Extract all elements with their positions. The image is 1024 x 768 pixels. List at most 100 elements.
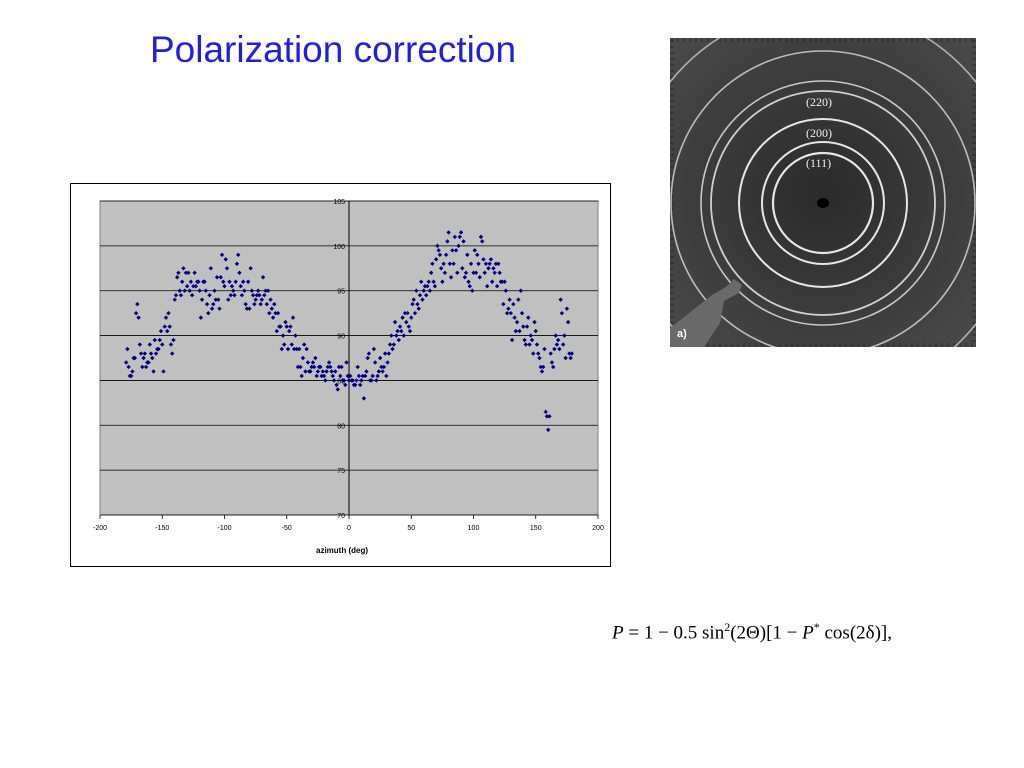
data-point xyxy=(437,252,443,258)
data-point xyxy=(142,351,148,356)
data-point xyxy=(192,270,197,275)
data-point xyxy=(319,373,324,379)
data-point xyxy=(375,373,380,379)
data-point xyxy=(379,364,384,370)
data-point xyxy=(355,364,360,370)
data-point xyxy=(212,288,217,293)
data-point xyxy=(396,337,401,343)
data-point xyxy=(537,355,542,361)
data-point xyxy=(335,387,340,392)
data-point xyxy=(173,293,179,298)
data-point xyxy=(304,346,309,352)
data-point xyxy=(300,355,306,361)
data-point xyxy=(331,378,337,383)
data-point xyxy=(401,333,406,338)
data-point xyxy=(177,288,182,293)
data-point xyxy=(299,373,304,379)
data-point xyxy=(146,360,151,365)
data-point xyxy=(243,301,248,307)
data-point xyxy=(353,382,358,388)
data-point xyxy=(420,297,425,302)
data-point xyxy=(252,301,257,307)
x-tick-label: 150 xyxy=(530,525,542,532)
data-point xyxy=(376,369,382,374)
data-point xyxy=(458,230,464,235)
formula-star: * xyxy=(813,620,820,634)
data-point xyxy=(441,261,446,266)
data-point xyxy=(297,346,302,352)
data-point xyxy=(377,355,383,361)
data-point xyxy=(558,297,563,302)
data-point xyxy=(328,364,333,370)
scatter-chart: 70 75 80 85 90 95 100 105 -200 -150 -100 -50 0 50 100… xyxy=(70,183,611,567)
data-point xyxy=(233,279,238,284)
x-tick-label: 100 xyxy=(468,525,480,532)
data-point xyxy=(179,279,185,284)
data-point xyxy=(239,293,245,298)
data-point xyxy=(303,369,308,374)
data-point xyxy=(197,288,202,293)
data-point xyxy=(183,270,189,275)
data-point xyxy=(240,279,246,284)
data-point xyxy=(305,360,311,365)
data-point xyxy=(507,297,512,302)
data-point xyxy=(415,301,420,307)
data-point xyxy=(273,310,278,316)
data-point xyxy=(178,293,184,298)
data-point xyxy=(391,342,397,347)
data-point xyxy=(399,328,404,334)
data-point xyxy=(481,257,486,262)
data-point xyxy=(499,279,505,284)
data-point xyxy=(341,378,347,383)
data-point xyxy=(333,369,338,374)
data-point xyxy=(295,364,301,370)
data-point xyxy=(442,270,448,275)
data-point xyxy=(488,257,494,262)
data-point xyxy=(563,355,568,361)
data-point xyxy=(496,261,501,266)
y-tick-label: 80 xyxy=(337,423,345,430)
data-point xyxy=(433,257,439,262)
ring-200 xyxy=(761,141,885,265)
data-point xyxy=(529,337,535,343)
ring-outer-1 xyxy=(710,90,936,316)
data-point xyxy=(387,342,393,347)
ring-label-111: (111) xyxy=(806,156,831,170)
data-point xyxy=(196,279,201,284)
formula-lhs: P xyxy=(612,622,624,644)
formula-part-b: (2Θ)[1 − xyxy=(730,622,803,644)
data-point xyxy=(346,378,352,383)
data-point xyxy=(272,301,277,307)
data-point xyxy=(411,297,416,302)
data-point xyxy=(163,315,169,320)
data-point xyxy=(227,279,232,284)
data-point xyxy=(428,270,434,275)
data-point xyxy=(280,333,286,338)
data-point xyxy=(475,252,480,258)
data-point xyxy=(354,378,359,383)
data-point xyxy=(470,288,475,293)
data-point xyxy=(380,369,385,374)
data-point xyxy=(289,342,294,347)
data-point xyxy=(419,279,424,284)
ring-label-220: (220) xyxy=(806,95,832,109)
data-point xyxy=(143,364,149,370)
data-point xyxy=(255,288,261,293)
data-point xyxy=(476,261,481,266)
data-point xyxy=(350,378,355,383)
data-point xyxy=(468,261,474,266)
data-point xyxy=(207,293,212,298)
data-point xyxy=(534,342,540,347)
x-tick-labels: -200 -150 -100 -50 0 50 100 150 200 xyxy=(93,515,604,532)
data-point xyxy=(244,306,250,311)
data-point xyxy=(278,324,283,329)
data-point xyxy=(248,266,253,271)
data-point xyxy=(147,342,152,347)
data-point xyxy=(348,373,353,379)
data-point xyxy=(219,252,225,258)
data-point xyxy=(311,364,317,370)
formula-exponent: 2 xyxy=(724,620,731,634)
data-point xyxy=(532,319,537,325)
data-point xyxy=(150,355,155,361)
data-point xyxy=(501,301,506,307)
